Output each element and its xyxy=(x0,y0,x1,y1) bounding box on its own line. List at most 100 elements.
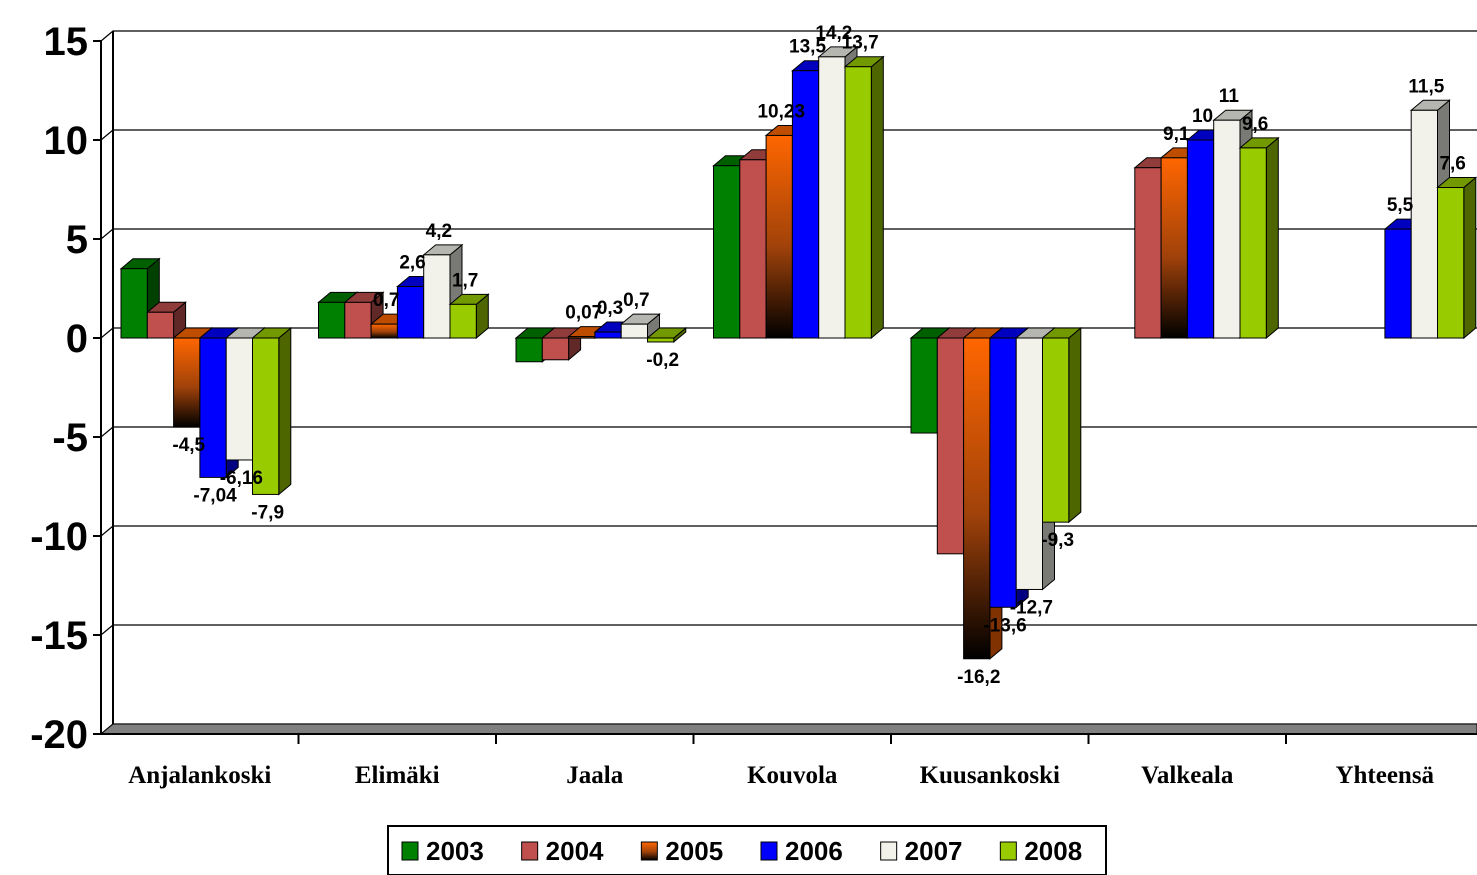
bar-front xyxy=(318,301,346,339)
bar-front xyxy=(936,337,965,555)
data-label: -7,9 xyxy=(251,502,284,523)
bar xyxy=(843,55,885,340)
data-labels: -4,5-7,04-6,16-7,90,72,64,21,70,070,3 0,7… xyxy=(172,23,1465,688)
bar-front xyxy=(647,337,675,343)
bar-front xyxy=(541,337,570,361)
y-tick-label: 10 xyxy=(44,119,89,163)
bar xyxy=(1238,136,1280,340)
bar xyxy=(1041,326,1083,524)
bar xyxy=(251,326,293,496)
bar-front xyxy=(1042,337,1070,523)
bar-front xyxy=(1410,109,1438,339)
data-label: -7,04 xyxy=(193,485,237,506)
bar-front xyxy=(620,323,649,339)
bar-side xyxy=(1265,136,1279,340)
bars xyxy=(119,45,1477,660)
data-label: 0,3 xyxy=(597,298,623,319)
gridline xyxy=(100,426,1477,438)
bar-front xyxy=(1384,228,1412,339)
data-label: 9,6 xyxy=(1242,114,1268,135)
bar-front xyxy=(252,337,280,495)
bar xyxy=(619,313,661,340)
floor xyxy=(99,723,1477,735)
legend: 2003 2004 2005 2006 2007 2008 xyxy=(387,825,1107,875)
category-label: Valkeala xyxy=(1141,762,1234,789)
legend-label: 2003 xyxy=(426,836,484,866)
bar-front xyxy=(910,337,938,434)
bar-front xyxy=(818,56,846,339)
data-label: -6,16 xyxy=(220,468,263,489)
data-label: -4,5 xyxy=(172,435,205,456)
bar-front xyxy=(199,337,227,478)
bar-front xyxy=(791,70,820,339)
bar-front xyxy=(1186,139,1215,339)
bar-front xyxy=(396,286,425,339)
data-label: 2,6 xyxy=(399,253,425,274)
data-label: 11,5 xyxy=(1408,76,1444,97)
legend-swatch xyxy=(880,841,898,861)
bar xyxy=(145,301,187,340)
bar xyxy=(1436,176,1477,340)
bar-front xyxy=(1015,337,1044,590)
legend-swatch xyxy=(521,841,539,861)
bar-front xyxy=(1160,157,1188,339)
bar-front xyxy=(449,303,477,339)
bar-side xyxy=(278,326,292,496)
bar-side xyxy=(1068,326,1082,524)
y-tick-label: 15 xyxy=(44,20,89,64)
data-label: -12,7 xyxy=(1010,597,1053,618)
data-label: 4,2 xyxy=(426,221,452,242)
y-tick-label: 0 xyxy=(66,317,88,361)
category-label: Kuusankoski xyxy=(920,762,1060,789)
x-axis-ticks: Anjalankoski Elimäki Jaala Kouvola Kuusankos… xyxy=(128,734,1435,789)
data-label: -13,6 xyxy=(983,615,1026,636)
bar-front xyxy=(146,311,175,339)
bar-front xyxy=(370,323,398,339)
y-axis-ticks: 15 10 5 0 -5 -10 -15 -20 xyxy=(30,20,101,757)
y-tick-label: -20 xyxy=(30,713,88,757)
bar-front xyxy=(344,301,372,339)
bar-front xyxy=(423,254,451,339)
data-label: 5,5 xyxy=(1387,195,1414,216)
y-tick-label: -5 xyxy=(52,416,88,460)
bar-front xyxy=(173,337,201,428)
legend-label: 2005 xyxy=(665,836,723,866)
bar-front xyxy=(739,159,767,339)
gridline xyxy=(100,525,1477,537)
data-label: 13,5 xyxy=(789,37,826,58)
legend-swatch xyxy=(760,841,778,861)
y-tick-label: 5 xyxy=(66,218,88,262)
bar-front xyxy=(120,268,148,339)
category-label: Yhteensä xyxy=(1335,762,1434,789)
bar-front xyxy=(225,337,253,461)
data-label: 14,2 xyxy=(815,23,852,44)
legend-box xyxy=(387,825,1107,875)
data-label: -9,3 xyxy=(1041,530,1074,551)
category-label: Anjalankoski xyxy=(128,762,271,789)
bar xyxy=(448,293,490,340)
data-label: 7,6 xyxy=(1439,154,1465,175)
plot-frame xyxy=(99,31,1477,735)
category-label: Elimäki xyxy=(355,762,440,789)
legend-swatch xyxy=(640,841,658,861)
legend-label: 2008 xyxy=(1024,836,1082,866)
bar-front xyxy=(844,66,872,339)
bar-front xyxy=(1134,167,1162,339)
data-label: 0,07 xyxy=(565,303,602,324)
bar-side xyxy=(1463,176,1477,340)
data-label: 11 xyxy=(1219,86,1240,107)
data-label: 13,7 xyxy=(842,33,879,54)
data-label: -0,2 xyxy=(646,350,679,371)
category-label: Kouvola xyxy=(747,762,838,789)
data-label: 10 xyxy=(1192,106,1213,127)
bar-front xyxy=(594,331,622,339)
data-label: -16,2 xyxy=(957,667,1000,688)
bar-front xyxy=(765,134,793,339)
legend-swatch xyxy=(401,841,419,861)
bar-front xyxy=(568,336,596,339)
y-tick-label: -10 xyxy=(30,515,88,559)
bar-front xyxy=(1437,187,1465,339)
y-tick-label: -15 xyxy=(30,614,88,658)
data-label: 9,1 xyxy=(1163,124,1190,145)
